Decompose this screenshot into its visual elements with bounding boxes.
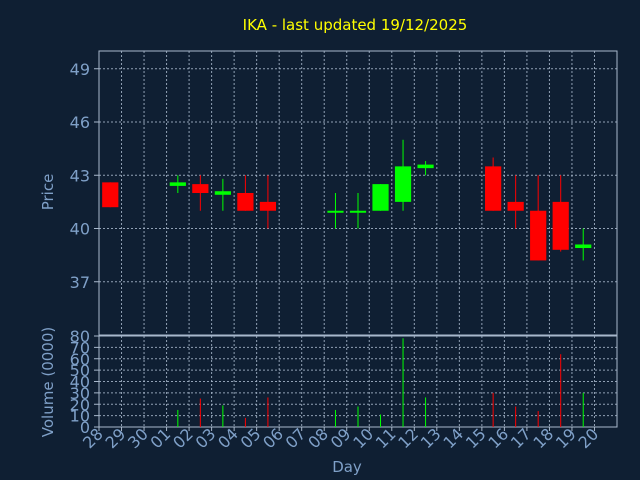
candle-body [169,182,186,186]
volume-tick-label: 70 [70,338,90,357]
candle-body [102,182,119,208]
price-tick-label: 49 [70,60,90,79]
candle-body [259,201,277,211]
volume-axis-label: Volume (0000) [39,327,57,437]
price-axis-label: Price [39,174,57,211]
candle-body [575,244,592,249]
price-tick-label: 43 [70,166,90,185]
candle-body [485,166,502,211]
volume-tick-label: 20 [70,395,90,414]
price-panel: 37 40 43 46 49 [70,50,618,336]
candle-body [214,191,231,195]
volume-tick-label: 80 [70,327,90,346]
price-tick-label: 37 [70,273,90,292]
price-tick-label: 40 [70,220,90,239]
candle-body [372,184,389,211]
volume-tick-label: 50 [70,361,90,380]
volume-tick-label: 40 [70,373,90,392]
candle-body [530,210,547,261]
volume-tick-label: 10 [70,407,90,426]
candle-body [192,184,209,193]
price-tick-label: 46 [70,113,90,132]
volume-tick-label: 0 [80,418,90,437]
day-tick-label: 20 [574,424,602,452]
candle-body [349,210,367,213]
day-axis-label: Day [332,458,362,476]
candle-body [417,164,434,169]
candle-body [507,201,524,211]
volume-tick-label: 60 [70,350,90,369]
volume-tick-label: 30 [70,384,90,403]
price-frame [98,50,618,336]
candle-body [327,210,344,213]
candle-body [394,166,412,202]
candle-body [237,193,254,211]
volume-panel: 0102030405060708028293001020304050607080… [70,327,618,452]
chart-title: IKA - last updated 19/12/2025 [243,16,468,34]
candle-body [552,201,569,250]
